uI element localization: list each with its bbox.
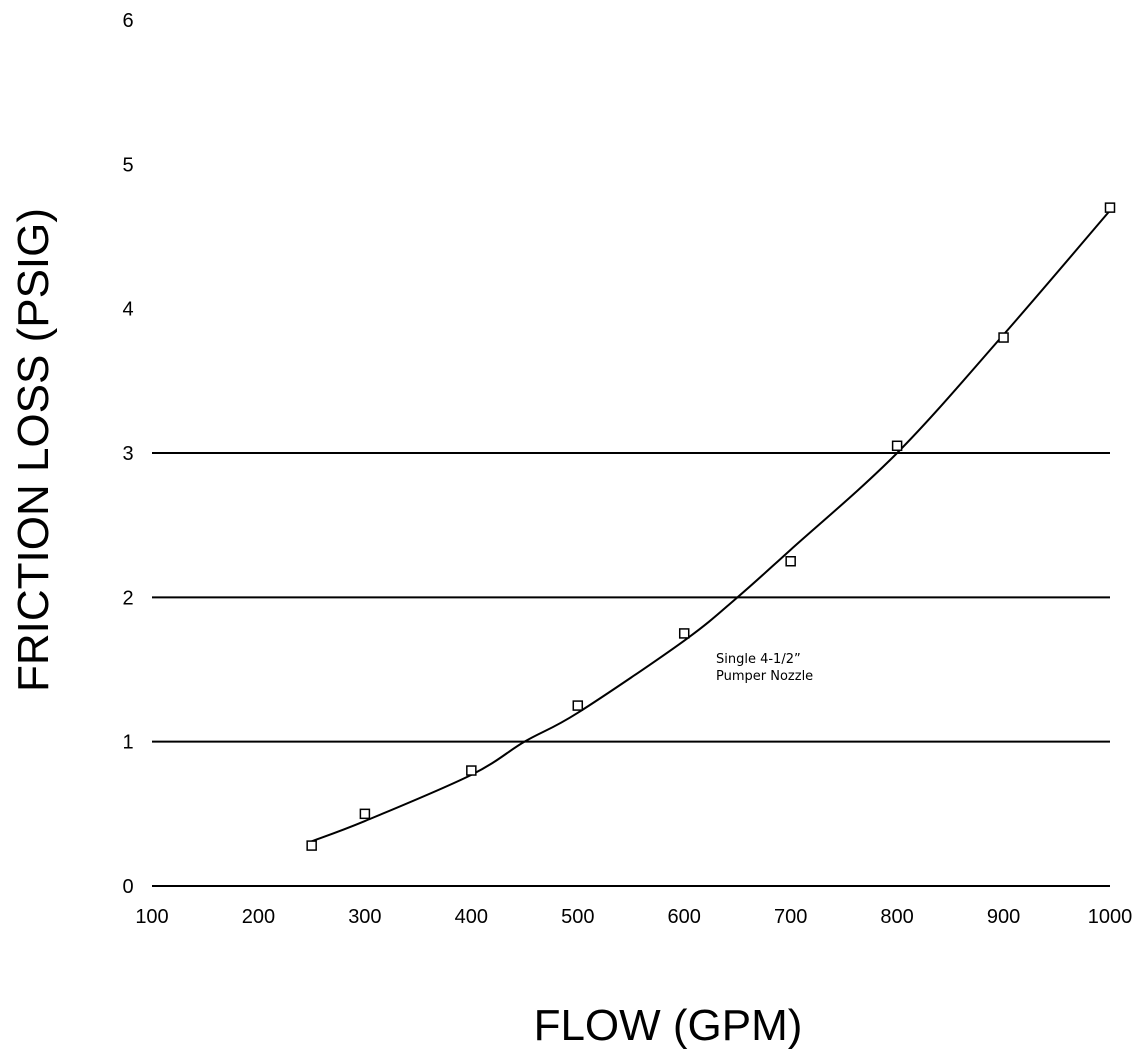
y-tick-labels: 0 1 2 3 4 5 6	[122, 10, 133, 898]
data-point-500	[572, 700, 584, 711]
x-tick-label-600: 600	[668, 906, 701, 928]
y-tick-label-3: 3	[122, 443, 133, 465]
x-tick-label-1000: 1000	[1088, 906, 1133, 928]
y-tick-label-5: 5	[122, 154, 133, 176]
curve-annotation: Single 4-1/2” Pumper Nozzle	[716, 652, 813, 684]
x-tick-label-400: 400	[455, 906, 488, 928]
y-axis-title: FRICTION LOSS (PSIG)	[9, 208, 58, 692]
data-markers	[306, 202, 1116, 851]
x-tick-label-500: 500	[561, 906, 594, 928]
x-tick-label-700: 700	[774, 906, 807, 928]
x-tick-label-100: 100	[135, 906, 168, 928]
data-point-250	[306, 840, 317, 851]
y-tick-label-0: 0	[122, 876, 133, 898]
data-point-300	[359, 808, 371, 820]
x-tick-labels: 100 200 300 400 500 600 700 800 900 1000	[135, 906, 1132, 928]
annotation-line-2: Pumper Nozzle	[716, 669, 813, 684]
annotation-line-1: Single 4-1/2”	[716, 652, 801, 667]
data-point-400	[466, 765, 477, 776]
y-tick-label-4: 4	[122, 299, 133, 321]
x-tick-label-200: 200	[242, 906, 275, 928]
data-point-1000	[1104, 202, 1116, 213]
annotations: Single 4-1/2” Pumper Nozzle	[716, 652, 813, 684]
data-point-900	[998, 332, 1009, 343]
data-point-700	[785, 556, 796, 567]
y-tick-label-1: 1	[122, 732, 133, 754]
gridlines	[152, 452, 1110, 743]
data-point-600	[678, 628, 690, 639]
y-tick-label-6: 6	[122, 10, 133, 32]
x-tick-label-900: 900	[987, 906, 1020, 928]
x-tick-label-800: 800	[880, 906, 913, 928]
fit-curve	[311, 209, 1111, 843]
x-tick-label-300: 300	[348, 906, 381, 928]
y-tick-label-2: 2	[122, 587, 133, 609]
data-point-800	[891, 440, 903, 452]
x-axis-title: FLOW (GPM)	[534, 1001, 803, 1050]
